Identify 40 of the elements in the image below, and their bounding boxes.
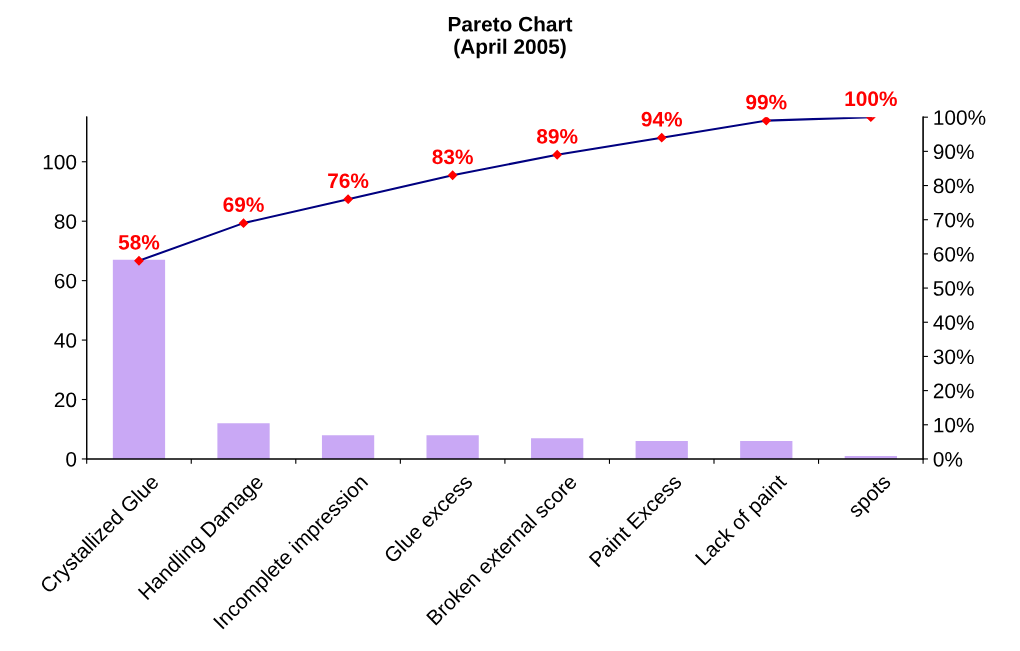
y2-tick-label: 80% <box>933 178 974 194</box>
point <box>552 150 562 160</box>
y-tick-label: 60 <box>54 273 77 289</box>
y-tick-label: 40 <box>54 333 77 348</box>
data-label: 58% <box>118 234 160 250</box>
data-label: 76% <box>328 173 369 189</box>
data-label: 83% <box>432 149 473 165</box>
y2-tick-label: 20% <box>933 383 974 399</box>
y-tick-label: 20 <box>54 392 77 408</box>
bar <box>321 435 375 459</box>
y2-tick-label: 40% <box>933 315 974 330</box>
point <box>657 133 667 143</box>
bar <box>426 435 479 459</box>
y2-tick-label: 90% <box>933 144 974 160</box>
point <box>238 218 249 228</box>
data-label: 100% <box>845 91 897 107</box>
data-label: 69% <box>223 197 264 213</box>
y2-tick-label: 50% <box>933 281 974 296</box>
bar <box>531 438 584 459</box>
y-tick-label: 0 <box>66 451 77 467</box>
y2-tick-label: 70% <box>933 212 974 228</box>
bar <box>217 423 270 459</box>
bar <box>635 441 688 459</box>
y2-tick-label: 100% <box>934 110 986 125</box>
data-label: 94% <box>641 111 683 127</box>
y2-tick-label: 0% <box>933 451 963 467</box>
point <box>343 194 353 204</box>
y2-tick-label: 60% <box>933 246 974 262</box>
y-tick-label: 100 <box>43 154 77 170</box>
data-label: 89% <box>536 128 578 144</box>
bar <box>740 441 793 459</box>
bar <box>112 259 166 459</box>
chart-title: Pareto Chart (April 2005) <box>448 16 573 59</box>
y-tick-label: 80 <box>54 214 77 229</box>
point <box>761 117 771 126</box>
y2-tick-label: 30% <box>933 349 974 365</box>
y2-tick-label: 10% <box>934 417 974 433</box>
data-label: 99% <box>746 94 787 110</box>
point <box>448 170 458 180</box>
point <box>134 256 144 266</box>
